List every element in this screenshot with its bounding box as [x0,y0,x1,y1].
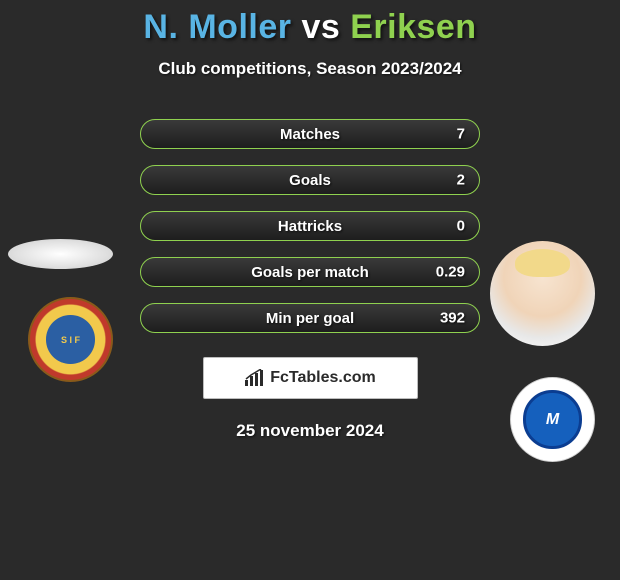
player1-name: N. Moller [143,8,291,46]
stat-value-right: 7 [457,126,465,143]
stat-value-right: 392 [440,310,465,327]
player2-name: Eriksen [350,8,476,46]
stat-rows: Matches 7 Goals 2 Hattricks 0 Goals per … [140,119,480,333]
page-title: N. Moller vs Eriksen [0,8,620,47]
stat-row: Min per goal 392 [140,303,480,333]
stat-label: Hattricks [278,218,342,235]
stat-value-right: 2 [457,172,465,189]
player2-club-badge: M [510,377,595,462]
stat-row: Matches 7 [140,119,480,149]
stats-area: S I F M Matches 7 Goals 2 Hattricks 0 [0,119,620,441]
bar-chart-icon [244,369,264,387]
stat-value-right: 0.29 [436,264,465,281]
brand-text: FcTables.com [270,369,376,387]
club-badge-label: S I F [46,315,95,364]
vs-text: vs [301,8,340,46]
stat-row: Hattricks 0 [140,211,480,241]
brand-attribution[interactable]: FcTables.com [203,357,418,399]
stat-value-right: 0 [457,218,465,235]
club-badge-label: M [523,390,581,448]
subtitle: Club competitions, Season 2023/2024 [0,59,620,79]
stat-label: Min per goal [266,310,354,327]
stat-label: Goals [289,172,331,189]
stat-row: Goals 2 [140,165,480,195]
comparison-card: N. Moller vs Eriksen Club competitions, … [0,0,620,580]
stat-label: Matches [280,126,340,143]
player1-club-badge: S I F [28,297,113,382]
player2-avatar [490,241,595,346]
player1-avatar [8,239,113,269]
stat-label: Goals per match [251,264,369,281]
stat-row: Goals per match 0.29 [140,257,480,287]
